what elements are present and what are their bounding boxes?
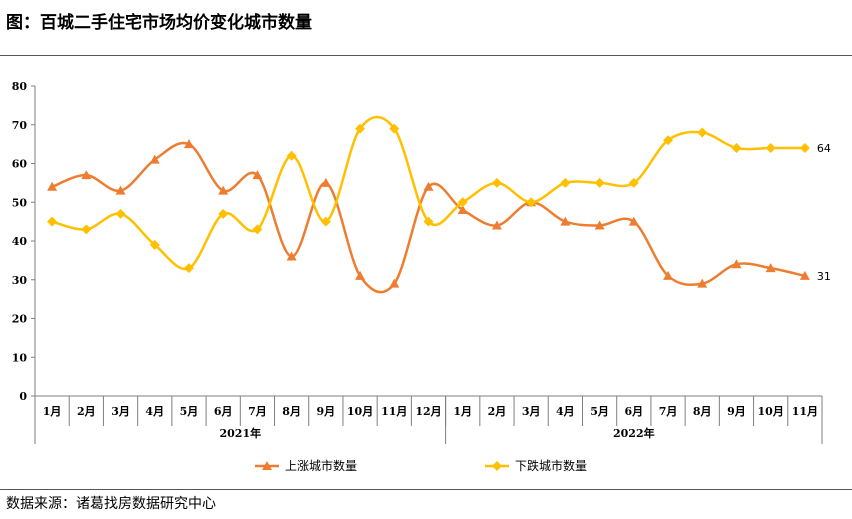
data-point-up: [594, 220, 605, 230]
data-point-down: [389, 123, 400, 134]
data-point-down: [355, 123, 366, 134]
data-point-down: [560, 177, 571, 188]
y-tick-label: 40: [12, 235, 28, 248]
data-point-down: [286, 150, 297, 161]
x-tick-label: 7月: [659, 405, 678, 418]
y-tick-label: 0: [19, 390, 27, 403]
data-point-up: [799, 270, 810, 280]
x-tick-label: 4月: [556, 405, 575, 418]
title-rule: [0, 55, 852, 56]
data-point-down: [697, 127, 708, 138]
data-point-up: [115, 185, 126, 195]
data-point-down: [526, 197, 537, 208]
footer-rule: [0, 489, 852, 490]
x-tick-label: 3月: [111, 405, 130, 418]
x-tick-label: 9月: [727, 405, 746, 418]
data-point-up: [663, 270, 674, 280]
data-point-up: [47, 181, 58, 191]
source-note: 数据来源：诸葛找房数据研究中心: [6, 496, 216, 512]
x-tick-label: 1月: [43, 405, 62, 418]
data-point-down: [628, 177, 639, 188]
data-point-up: [491, 220, 502, 230]
data-point-down: [81, 224, 92, 235]
data-point-up: [765, 263, 776, 273]
data-point-up: [731, 259, 742, 269]
data-point-down: [47, 216, 58, 227]
y-tick-label: 60: [12, 158, 28, 171]
data-point-up: [252, 170, 263, 180]
x-tick-label: 3月: [522, 405, 541, 418]
data-point-up: [697, 278, 708, 288]
x-tick-label: 8月: [282, 405, 301, 418]
data-point-up: [457, 205, 468, 214]
end-label-up: 31: [817, 270, 831, 283]
data-point-down: [149, 239, 160, 250]
x-tick-label: 11月: [381, 405, 407, 418]
data-point-up: [355, 270, 366, 280]
data-point-down: [594, 177, 605, 188]
data-point-down: [218, 208, 229, 219]
data-point-down: [765, 143, 776, 153]
x-tick-label: 11月: [792, 405, 818, 418]
data-point-down: [115, 208, 126, 219]
x-tick-label: 10月: [347, 405, 373, 418]
data-point-up: [389, 278, 400, 288]
x-tick-label: 1月: [453, 405, 472, 418]
data-point-up: [560, 216, 571, 226]
chart-title: 图：百城二手住宅市场均价变化城市数量: [6, 13, 312, 33]
x-tick-label: 2月: [77, 405, 96, 418]
x-tick-label: 5月: [590, 405, 609, 418]
y-tick-label: 80: [12, 80, 28, 93]
legend-label-down: 下跌城市数量: [515, 458, 587, 473]
x-tick-label: 12月: [415, 405, 441, 418]
legend-marker-up: [262, 461, 272, 470]
data-point-down: [252, 224, 263, 235]
x-tick-label: 4月: [145, 405, 164, 418]
legend-marker-down: [492, 461, 502, 471]
data-point-down: [491, 177, 502, 188]
x-tick-label: 6月: [624, 405, 643, 418]
x-tick-label: 8月: [693, 405, 712, 418]
data-point-down: [731, 143, 742, 153]
data-point-down: [423, 216, 434, 227]
series-line-down: [51, 115, 805, 271]
x-tick-label: 5月: [180, 405, 199, 418]
data-point-up: [149, 154, 160, 164]
data-point-down: [663, 135, 674, 146]
data-point-up: [183, 139, 194, 149]
data-point-down: [320, 216, 331, 227]
y-tick-label: 50: [12, 196, 28, 209]
x-tick-label: 7月: [248, 405, 267, 418]
y-tick-label: 30: [12, 274, 28, 287]
x-tick-label: 9月: [317, 405, 336, 418]
x-tick-label: 6月: [214, 405, 233, 418]
x-tick-label: 10月: [758, 405, 784, 418]
x-tick-label: 2月: [488, 405, 507, 418]
y-tick-label: 10: [12, 351, 28, 364]
data-point-up: [81, 170, 92, 180]
legend-label-up: 上涨城市数量: [285, 458, 357, 473]
data-point-up: [286, 251, 297, 261]
data-point-down: [457, 197, 468, 208]
y-tick-label: 70: [12, 119, 28, 132]
end-label-down: 64: [817, 142, 831, 155]
data-point-up: [320, 177, 331, 187]
data-point-up: [628, 216, 639, 226]
data-point-down: [799, 143, 810, 153]
y-tick-label: 20: [12, 313, 28, 326]
data-point-up: [218, 185, 229, 195]
data-point-up: [423, 181, 434, 191]
data-point-down: [183, 263, 194, 274]
year-group-label: 2022年: [613, 426, 655, 440]
year-group-label: 2021年: [219, 426, 261, 440]
